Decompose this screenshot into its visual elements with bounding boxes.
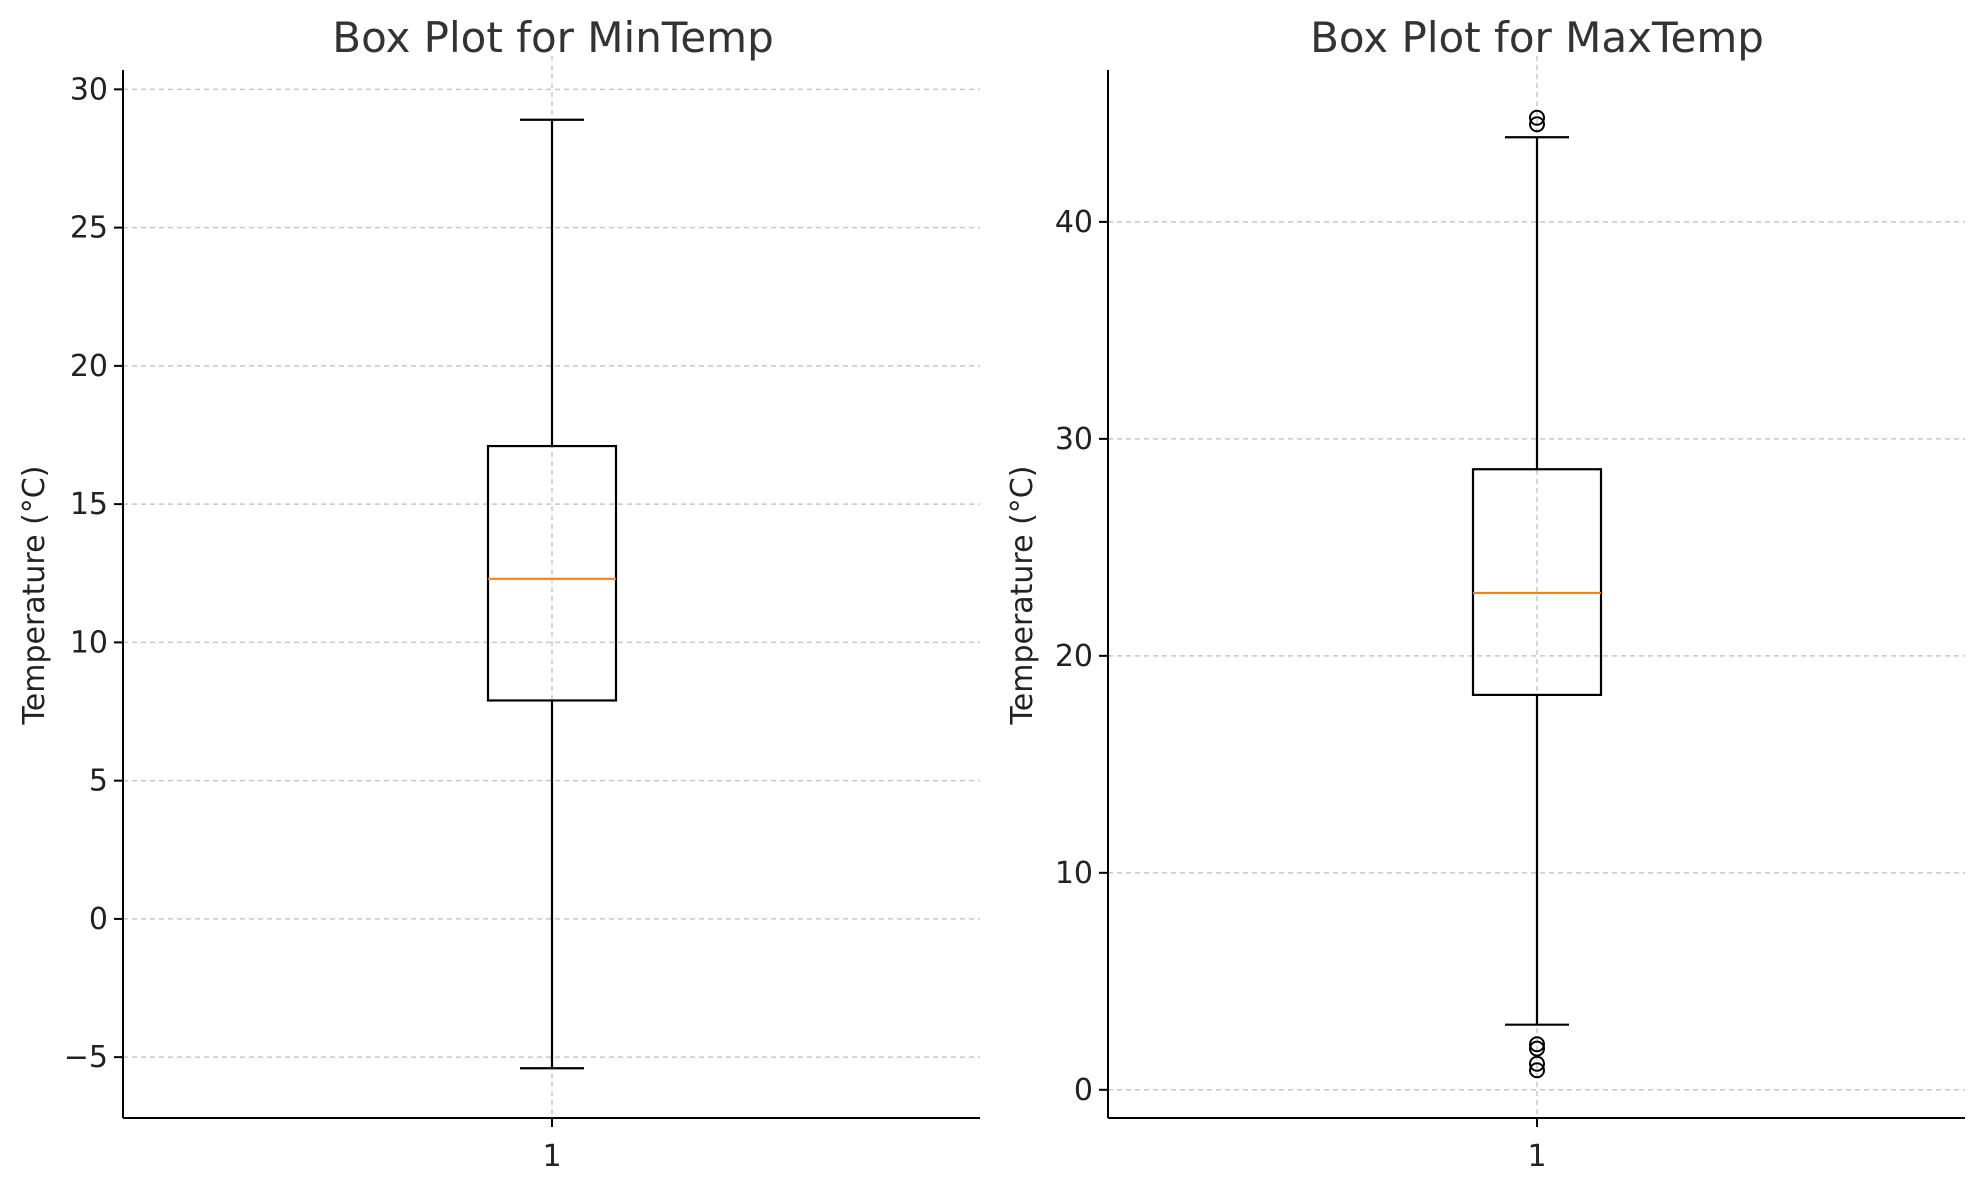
y-axis-ticks: 0 10 20 30 40 — [1055, 205, 1108, 1108]
x-tick-label: 1 — [542, 1139, 561, 1174]
y-tick-label: 40 — [1055, 205, 1093, 240]
maxTemp-panel: Box Plot for MaxTemp Temperature (°C) 0 1… — [1005, 13, 1965, 1174]
outlier-point — [1529, 1062, 1545, 1079]
y-tick-label: 10 — [70, 625, 108, 660]
y-axis-label: Temperature (°C) — [17, 466, 52, 726]
iqr-box — [486, 444, 618, 702]
outlier-point — [1529, 116, 1545, 133]
y-tick-label: 0 — [89, 902, 108, 937]
chart-title: Box Plot for MinTemp — [332, 13, 774, 62]
y-tick-label: 20 — [1055, 639, 1093, 674]
x-tick-label: 1 — [1527, 1139, 1546, 1174]
box-plot — [1471, 109, 1603, 1079]
outlier-point — [1529, 109, 1545, 126]
x-axis-tick: 1 — [542, 1118, 562, 1174]
outlier-point — [1529, 1055, 1545, 1072]
y-tick-label: 20 — [70, 349, 108, 384]
y-tick-label: 25 — [70, 211, 108, 246]
outlier-point — [1529, 1040, 1545, 1057]
y-tick-label: 15 — [70, 487, 108, 522]
y-tick-label: −5 — [64, 1040, 108, 1075]
y-tick-label: 30 — [1055, 422, 1093, 457]
minTemp-panel: Box Plot for MinTemp Temperature (°C) −5… — [17, 13, 980, 1174]
y-tick-label: 5 — [89, 764, 108, 799]
iqr-box — [1471, 468, 1603, 696]
x-axis-tick: 1 — [1527, 1118, 1547, 1174]
y-tick-label: 10 — [1055, 856, 1093, 891]
box-plot — [486, 118, 618, 1070]
y-tick-label: 0 — [1074, 1073, 1093, 1108]
y-axis-label: Temperature (°C) — [1005, 466, 1040, 726]
y-tick-label: 30 — [70, 72, 108, 107]
chart-title: Box Plot for MaxTemp — [1310, 13, 1764, 62]
outlier-point — [1529, 1036, 1545, 1053]
y-axis-ticks: −5 0 5 10 15 20 25 30 — [64, 72, 123, 1075]
